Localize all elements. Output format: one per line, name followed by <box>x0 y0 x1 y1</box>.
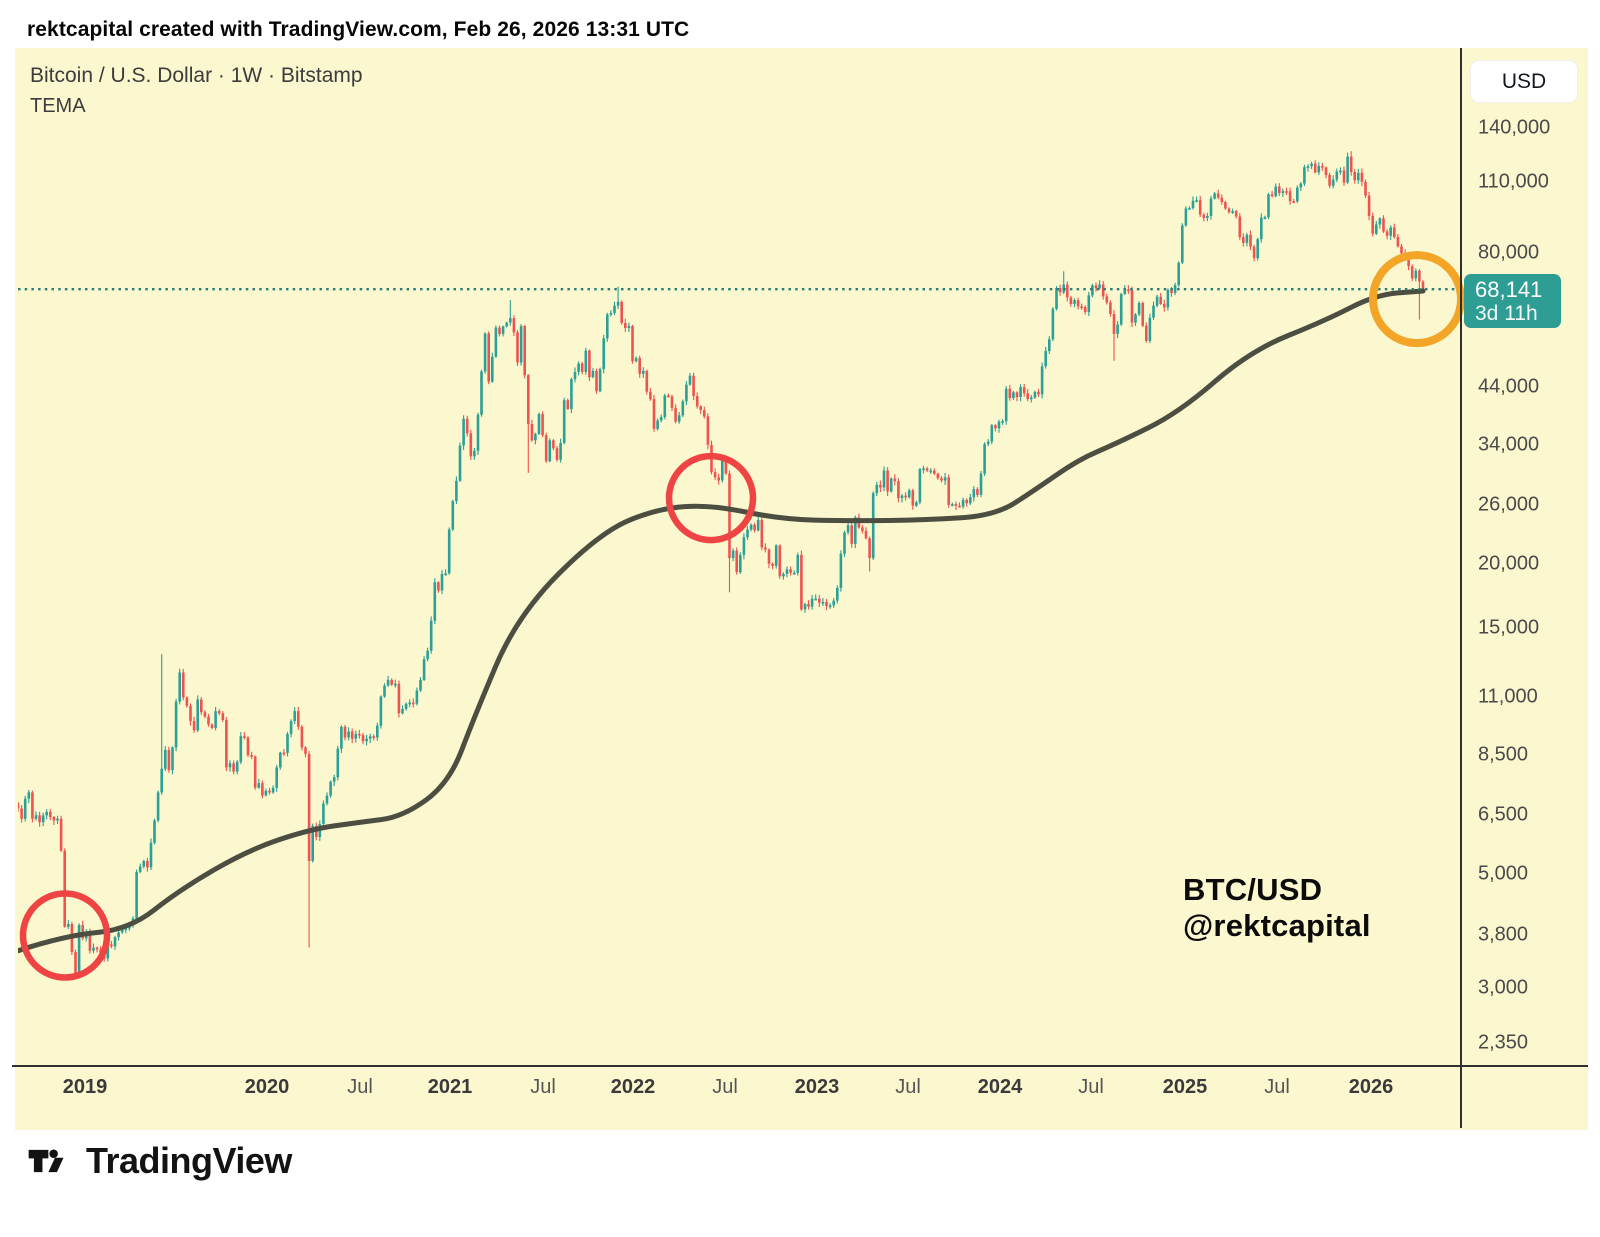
time-axis-tick: 2025 <box>1162 1076 1208 1098</box>
time-axis-tick: 2024 <box>977 1076 1023 1098</box>
price-axis-tick: 80,000 <box>1478 241 1540 264</box>
watermark-handle: @rektcapital <box>1183 908 1371 943</box>
time-axis-tick: Jul <box>712 1076 738 1098</box>
time-axis-tick: 2022 <box>610 1076 656 1098</box>
watermark: BTC/USD @rektcapital <box>1183 872 1371 944</box>
watermark-pair: BTC/USD <box>1183 872 1323 907</box>
candle-countdown: 3d 11h <box>1475 302 1538 325</box>
price-axis-tick: 20,000 <box>1478 552 1540 575</box>
price-axis-tick: 8,500 <box>1478 743 1529 766</box>
time-axis-tick: Jul <box>347 1076 373 1098</box>
price-axis-tick: 110,000 <box>1478 170 1549 193</box>
tradingview-logo[interactable]: TradingView <box>28 1138 292 1184</box>
last-price-value: 68,141 <box>1475 277 1543 302</box>
time-axis-tick: Jul <box>895 1076 921 1098</box>
time-axis-tick: 2019 <box>62 1076 108 1098</box>
price-axis-tick: 11,000 <box>1478 685 1538 708</box>
price-axis-tick: 34,000 <box>1478 433 1540 456</box>
time-axis-tick: Jul <box>1264 1076 1290 1098</box>
tradingview-logo-icon <box>28 1149 64 1173</box>
tradingview-logo-text: TradingView <box>86 1140 292 1181</box>
price-axis-tick: 15,000 <box>1478 616 1540 639</box>
price-axis-tick: 3,000 <box>1478 976 1529 999</box>
price-axis-tick: 26,000 <box>1478 493 1540 516</box>
last-price-badge: 68,141 3d 11h <box>1464 274 1561 328</box>
time-axis-line <box>12 1065 1588 1067</box>
indicator-label-tema: TEMA <box>30 95 86 117</box>
price-axis-tick: 5,000 <box>1478 862 1529 885</box>
currency-toggle-button[interactable]: USD <box>1470 60 1578 103</box>
price-axis-line <box>1460 48 1462 1128</box>
price-axis-tick: 44,000 <box>1478 375 1540 398</box>
time-axis-tick: 2023 <box>794 1076 840 1098</box>
symbol-title: Bitcoin / U.S. Dollar · 1W · Bitstamp <box>30 64 363 87</box>
time-axis-tick: 2020 <box>244 1076 290 1098</box>
time-axis-tick: Jul <box>530 1076 556 1098</box>
price-axis-tick: 140,000 <box>1478 116 1551 139</box>
attribution-text: rektcapital created with TradingView.com… <box>27 18 690 41</box>
time-axis-tick: 2021 <box>427 1076 473 1098</box>
footer-bar: TradingView <box>0 1130 1600 1237</box>
price-axis-tick: 3,800 <box>1478 923 1529 946</box>
price-axis-tick: 2,350 <box>1478 1031 1529 1054</box>
time-axis-tick: 2026 <box>1348 1076 1394 1098</box>
price-axis-tick: 6,500 <box>1478 803 1529 826</box>
time-axis-tick: Jul <box>1078 1076 1104 1098</box>
